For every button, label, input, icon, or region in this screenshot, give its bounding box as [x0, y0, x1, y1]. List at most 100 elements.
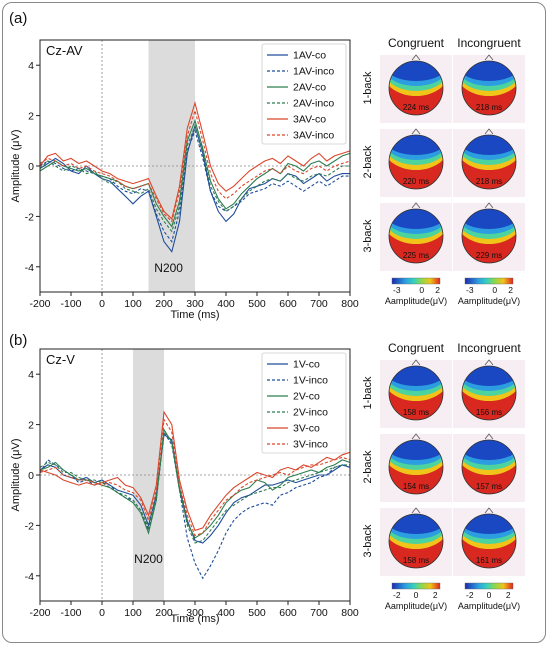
colorbar: [464, 582, 514, 590]
chart-title: Cz-V: [46, 352, 75, 367]
topomap-row-label: 3-back: [362, 219, 374, 253]
x-tick-label: -200: [29, 607, 50, 619]
panel-label: (b): [9, 332, 27, 349]
legend-label: 3V-inco: [293, 439, 328, 451]
colorbar-label: Aamplitude(μV): [385, 296, 447, 306]
y-tick-label: 2: [28, 111, 34, 123]
series-line-2V-inco: [39, 430, 350, 544]
x-tick-label: 500: [248, 607, 266, 619]
series-line-1V-inco: [39, 430, 351, 580]
x-tick-label: 0: [99, 298, 105, 310]
y-tick-label: -2: [25, 211, 34, 223]
legend-label: 3V-co: [293, 423, 320, 435]
head-outline: [461, 513, 517, 569]
topomap-latency: 154 ms: [403, 482, 429, 491]
topomap-column-header: Incongruent: [457, 36, 521, 50]
topomap-latency: 158 ms: [403, 408, 429, 417]
topomap-latency: 218 ms: [476, 103, 502, 112]
legend-label: 2V-inco: [293, 407, 328, 419]
legend-label: 2V-co: [293, 391, 320, 403]
legend: 1AV-co 1AV-inco 2AV-co 2AV-inco 3AV-co 3AV-in…: [261, 43, 347, 145]
colorbar-label: Aamplitude(μV): [458, 601, 520, 611]
colorbar-tick-label: -3: [466, 285, 474, 295]
x-tick-label: 800: [341, 298, 359, 310]
chart-title: Cz-AV: [46, 43, 83, 58]
colorbar: [391, 582, 441, 590]
colorbar-tick-label: 2: [508, 285, 513, 295]
panel-a: (a)-200 -100 0 100 200 300 400 500 600 700 800-4-2…: [9, 10, 525, 321]
x-tick-label: 300: [186, 607, 204, 619]
legend-label: 1V-co: [293, 359, 320, 371]
nose: [484, 433, 494, 440]
colorbar-tick-label: -2: [466, 590, 474, 600]
nose: [411, 202, 421, 209]
x-tick-label: 700: [310, 607, 328, 619]
series-line-1AV-inco: [39, 128, 350, 243]
x-tick-label: 100: [124, 607, 142, 619]
topomap-column-header: Congruent: [388, 341, 445, 355]
colorbar-label: Aamplitude(μV): [458, 296, 520, 306]
topomap-head: 161 ms: [453, 507, 525, 576]
x-tick-label: 600: [279, 607, 297, 619]
topomap-head: 229 ms: [453, 202, 525, 271]
topomap-row-label: 1-back: [362, 71, 374, 105]
y-tick-label: -4: [25, 571, 34, 583]
topomap-latency: 220 ms: [403, 177, 429, 186]
y-tick-label: -4: [25, 262, 34, 274]
head-outline: [461, 60, 517, 116]
topomap-latency: 161 ms: [476, 556, 502, 565]
y-tick-label: 2: [28, 420, 34, 432]
x-tick-label: -100: [60, 607, 81, 619]
x-tick-label: -100: [60, 298, 81, 310]
topomap-head: 218 ms: [453, 54, 525, 123]
head-outline: [388, 134, 444, 190]
x-axis-label: Time (ms): [170, 309, 219, 321]
series-line-3AV-co: [39, 100, 351, 220]
x-tick-label: 200: [155, 298, 173, 310]
nose: [411, 507, 421, 514]
topomap-column-header: Incongruent: [457, 341, 521, 355]
nose: [411, 359, 421, 366]
head-outline: [461, 134, 517, 190]
topomap-head: 218 ms: [453, 128, 525, 197]
head-outline: [388, 60, 444, 116]
legend-label: 2AV-inco: [293, 98, 334, 110]
x-tick-label: 200: [155, 607, 173, 619]
topomap-row-label: 2-back: [362, 450, 374, 484]
legend-label: 1AV-co: [293, 50, 326, 62]
topomap-head: 156 ms: [453, 359, 525, 428]
series-line-3V-co: [39, 410, 351, 532]
topomap-latency: 218 ms: [476, 177, 502, 186]
topomap-row-label: 3-back: [362, 524, 374, 558]
head-outline: [388, 365, 444, 421]
topomap-latency: 225 ms: [403, 251, 429, 260]
nose: [484, 128, 494, 135]
topomap-head: 154 ms: [380, 433, 452, 502]
x-tick-label: 800: [341, 607, 359, 619]
y-tick-label: 4: [28, 369, 34, 381]
x-tick-label: 0: [99, 607, 105, 619]
series-line-2AV-inco: [39, 124, 350, 233]
head-outline: [461, 208, 517, 264]
nose: [484, 54, 494, 61]
head-outline: [388, 439, 444, 495]
nose: [411, 128, 421, 135]
series-line-3V-inco: [39, 417, 351, 537]
x-tick-label: 300: [186, 298, 204, 310]
head-outline: [388, 513, 444, 569]
topomap-row-label: 2-back: [362, 145, 374, 179]
x-tick-label: 400: [217, 607, 235, 619]
colorbar-tick-label: -2: [393, 590, 401, 600]
colorbar-tick-label: 0: [419, 285, 424, 295]
topomap-head: 157 ms: [453, 433, 525, 502]
topomap-head: 225 ms: [380, 202, 452, 271]
colorbar: [391, 277, 441, 285]
topomap-column-header: Congruent: [388, 36, 445, 50]
y-tick-label: -2: [25, 520, 34, 532]
figure-frame: [2, 2, 546, 643]
head-outline: [461, 365, 517, 421]
topomap-head: 158 ms: [380, 507, 452, 576]
series-line-3AV-inco: [39, 108, 351, 223]
legend-label: 1AV-inco: [293, 66, 334, 78]
colorbar: [464, 277, 514, 285]
